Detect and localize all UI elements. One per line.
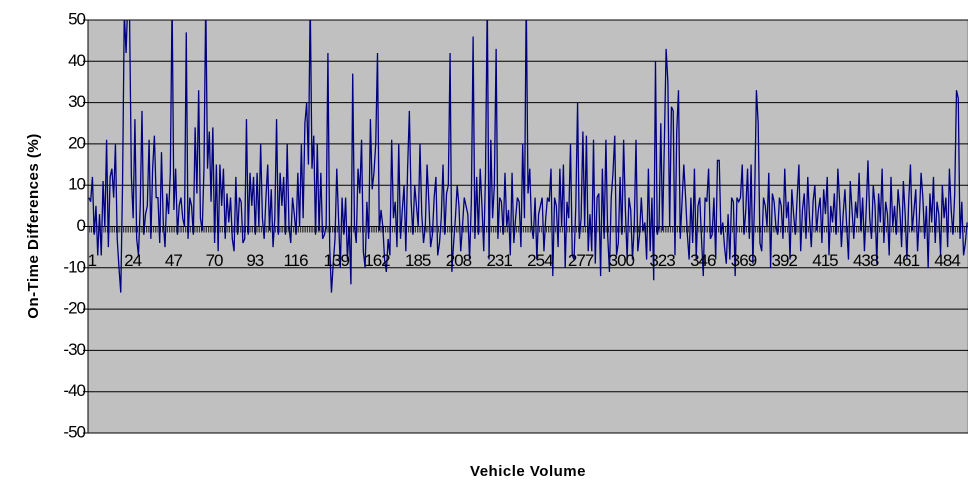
- x-axis-label: Vehicle Volume: [470, 463, 586, 480]
- y-tick-label: 40: [68, 51, 85, 70]
- y-tick-label: -30: [63, 340, 85, 359]
- x-tick-label: 1: [88, 251, 97, 270]
- y-tick-label: -20: [63, 299, 85, 318]
- x-tick-label: 438: [853, 251, 879, 270]
- x-tick-label: 346: [690, 251, 716, 270]
- x-tick-label: 484: [934, 251, 960, 270]
- y-tick-label: -40: [63, 381, 85, 400]
- x-tick-label: 162: [364, 251, 390, 270]
- x-tick-label: 70: [206, 251, 223, 270]
- x-tick-label: 185: [405, 251, 431, 270]
- x-tick-label: 392: [772, 251, 798, 270]
- x-tick-label: 231: [486, 251, 512, 270]
- y-tick-label: 0: [77, 216, 86, 235]
- y-tick-label: 10: [68, 175, 85, 194]
- y-tick-label: -50: [63, 422, 85, 441]
- x-tick-label: 93: [246, 251, 263, 270]
- x-tick-label: 47: [165, 251, 182, 270]
- y-tick-label: 50: [68, 9, 85, 28]
- y-tick-label: 30: [68, 92, 85, 111]
- x-tick-label: 277: [568, 251, 594, 270]
- y-axis-label: On-Time Differences (%): [25, 133, 42, 318]
- x-tick-label: 415: [812, 251, 838, 270]
- x-tick-label: 24: [124, 251, 141, 270]
- series-line: [88, 20, 968, 293]
- y-tick-label: -10: [63, 257, 85, 276]
- x-tick-label: 461: [894, 251, 920, 270]
- x-tick-label: 139: [324, 251, 350, 270]
- x-tick-label: 254: [527, 251, 553, 270]
- x-tick-label: 208: [446, 251, 472, 270]
- y-tick-label: 20: [68, 133, 85, 152]
- x-tick-label: 116: [283, 251, 308, 270]
- x-tick-label: 323: [649, 251, 675, 270]
- x-tick-label: 369: [731, 251, 757, 270]
- x-tick-label: 300: [609, 251, 635, 270]
